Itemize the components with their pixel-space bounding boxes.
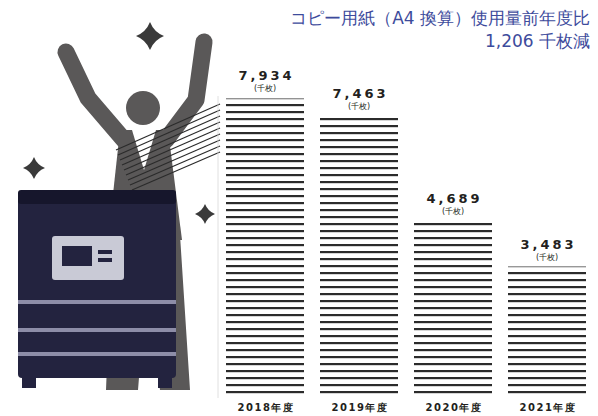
sparkle <box>23 157 45 179</box>
copier-screen <box>62 246 92 266</box>
data-label: 7,934 <box>238 68 294 83</box>
paper-line <box>120 116 220 160</box>
paper-line <box>124 128 220 170</box>
person-head <box>126 91 160 125</box>
category-label: 2021年度 <box>520 402 577 413</box>
copier-panel <box>52 236 124 280</box>
copier-button <box>98 258 112 262</box>
title: コピー用紙（A4 換算）使用量前年度比 <box>290 8 590 28</box>
copier-drawer <box>18 352 176 356</box>
paper-line <box>126 134 220 175</box>
chart-canvas: 7,934(千枚)2018年度7,463(千枚)2019年度4,689(千枚)2… <box>0 0 598 416</box>
paper-line <box>118 110 220 155</box>
unit-label: (千枚) <box>348 102 370 111</box>
category-label: 2020年度 <box>426 402 483 413</box>
illustration <box>18 22 220 390</box>
sparkle <box>195 204 215 224</box>
unit-label: (千枚) <box>536 253 558 262</box>
sparkle <box>136 22 164 50</box>
copier-foot <box>158 378 172 388</box>
paper-line <box>130 146 220 185</box>
bar <box>508 267 586 398</box>
unit-label: (千枚) <box>254 84 276 93</box>
y-axis-line <box>218 96 219 398</box>
copier-lid <box>18 190 176 204</box>
data-label: 4,689 <box>426 191 482 206</box>
category-label: 2018年度 <box>238 402 295 413</box>
subtitle: 1,206 千枚減 <box>485 31 590 51</box>
copier-body <box>18 196 176 378</box>
unit-label: (千枚) <box>442 207 464 216</box>
data-label: 7,463 <box>332 86 388 101</box>
bars <box>226 98 586 398</box>
copier-button <box>98 250 112 254</box>
paper-line <box>132 152 220 190</box>
labels: 7,934(千枚)2018年度7,463(千枚)2019年度4,689(千枚)2… <box>238 68 577 413</box>
paper-line <box>128 140 220 180</box>
bar <box>226 98 304 398</box>
copier-drawer <box>18 300 176 304</box>
data-label: 3,483 <box>520 237 576 252</box>
copier-drawer <box>18 328 176 332</box>
copier-foot <box>22 378 36 388</box>
bar <box>320 116 398 398</box>
person-arm <box>66 52 124 140</box>
bar <box>414 221 492 398</box>
category-label: 2019年度 <box>332 402 389 413</box>
paper-line <box>116 104 220 150</box>
